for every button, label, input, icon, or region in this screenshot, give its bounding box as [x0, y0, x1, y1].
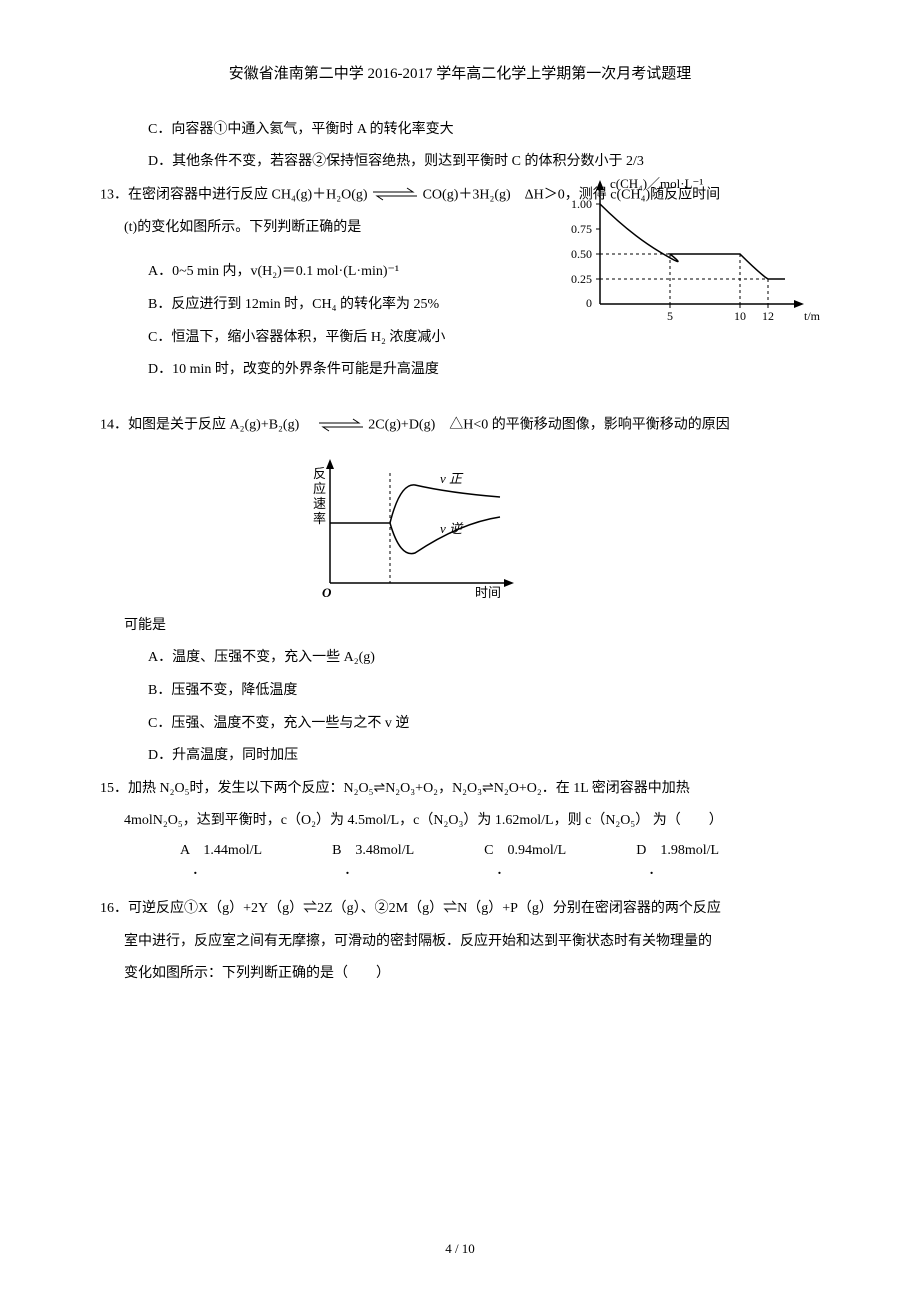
q15-choices: A 1.44mol/L ． B 3.48mol/L ． C 0.94mol/L … [100, 841, 820, 880]
q13-ytick-1: 0.25 [571, 272, 592, 286]
q15-choice-d: D 1.98mol/L ． [636, 841, 719, 880]
q13-ytick-2: 0.50 [571, 247, 592, 261]
q15-stem-1: 15．加热 N₂O₅时，发生以下两个反应：N₂O₅⇌N₂O₃+O₂，N₂O₃⇌N… [100, 776, 820, 803]
q13-ylabel: c(CH₄)／mol·L⁻¹ [610, 176, 703, 191]
q16-stem-2: 室中进行，反应室之间有无摩擦，可滑动的密封隔板．反应开始和达到平衡状态时有关物理… [100, 929, 820, 956]
q14-tail: 可能是 [100, 613, 820, 640]
q13-block: 13．在密闭容器中进行反应 CH₄(g)＋H₂O(g) CO(g)＋3H₂(g)… [100, 182, 820, 384]
equilibrium-arrow-icon [371, 182, 419, 209]
q15-choice-a: A 1.44mol/L ． [180, 841, 262, 880]
equilibrium-arrow-icon [317, 412, 365, 439]
q15-choice-c: C 0.94mol/L ． [484, 841, 566, 880]
q13-ytick-0: 0 [586, 296, 592, 310]
q14-xlabel: 时间 [475, 585, 501, 600]
q13-option-c: C．恒温下，缩小容器体积，平衡后 H₂ 浓度减小 [100, 325, 820, 352]
page-footer: 4 / 10 [0, 1237, 920, 1262]
q14-vfwd: v 正 [440, 471, 464, 486]
q15-choice-b: B 3.48mol/L ． [332, 841, 414, 880]
q16-stem-3: 变化如图所示：下列判断正确的是（ ） [100, 961, 820, 988]
q14-vrev: v 逆 [440, 521, 464, 536]
q14-chart: 反 应 速 率 v 正 v 逆 O 时间 [300, 453, 530, 603]
svg-text:率: 率 [313, 511, 326, 526]
q12-option-d: D．其他条件不变，若容器②保持恒容绝热，则达到平衡时 C 的体积分数小于 2/3 [100, 149, 820, 176]
q13-xlabel: t/min [804, 309, 820, 323]
q13-xtick-12: 12 [762, 309, 774, 323]
q14-stem-pre: 14．如图是关于反应 A₂(g)+B₂(g) [100, 417, 313, 432]
q14-chart-wrap: 反 应 速 率 v 正 v 逆 O 时间 [100, 453, 820, 603]
q14-option-b: B．压强不变，降低温度 [100, 678, 820, 705]
q16-stem-1: 16．可逆反应①X（g）+2Y（g）⇌2Z（g）、②2M（g）⇌N（g）+P（g… [100, 896, 820, 923]
svg-text:应: 应 [313, 481, 326, 496]
q13-stem-1-pre: 13．在密闭容器中进行反应 CH₄(g)＋H₂O(g) [100, 187, 368, 202]
q13-chart: 0 0.25 0.50 0.75 1.00 5 10 12 [560, 174, 820, 324]
q14-stem-post: 2C(g)+D(g) △H<0 的平衡移动图像，影响平衡移动的原因 [368, 417, 730, 432]
q14-stem: 14．如图是关于反应 A₂(g)+B₂(g) 2C(g)+D(g) △H<0 的… [100, 412, 820, 439]
q14-o: O [322, 585, 332, 600]
q13-xtick-10: 10 [734, 309, 746, 323]
q15-stem-2: 4molN₂O₅，达到平衡时，c（O₂）为 4.5mol/L，c（N₂O₃）为 … [100, 808, 820, 835]
q12-option-c: C．向容器①中通入氦气，平衡时 A 的转化率变大 [100, 117, 820, 144]
q14-ylabel-1: 反 [313, 466, 326, 481]
page-header: 安徽省淮南第二中学 2016-2017 学年高二化学上学期第一次月考试题理 [100, 60, 820, 89]
q13-ytick-4: 1.00 [571, 197, 592, 211]
q13-option-d: D．10 min 时，改变的外界条件可能是升高温度 [100, 357, 820, 384]
q13-ytick-3: 0.75 [571, 222, 592, 236]
q14-option-a: A．温度、压强不变，充入一些 A₂(g) [100, 645, 820, 672]
page-root: 安徽省淮南第二中学 2016-2017 学年高二化学上学期第一次月考试题理 C．… [0, 0, 920, 1302]
svg-text:速: 速 [313, 496, 326, 511]
q14-option-c: C．压强、温度不变，充入一些与之不 v 逆 [100, 711, 820, 738]
q13-xtick-5: 5 [667, 309, 673, 323]
q14-option-d: D．升高温度，同时加压 [100, 743, 820, 770]
